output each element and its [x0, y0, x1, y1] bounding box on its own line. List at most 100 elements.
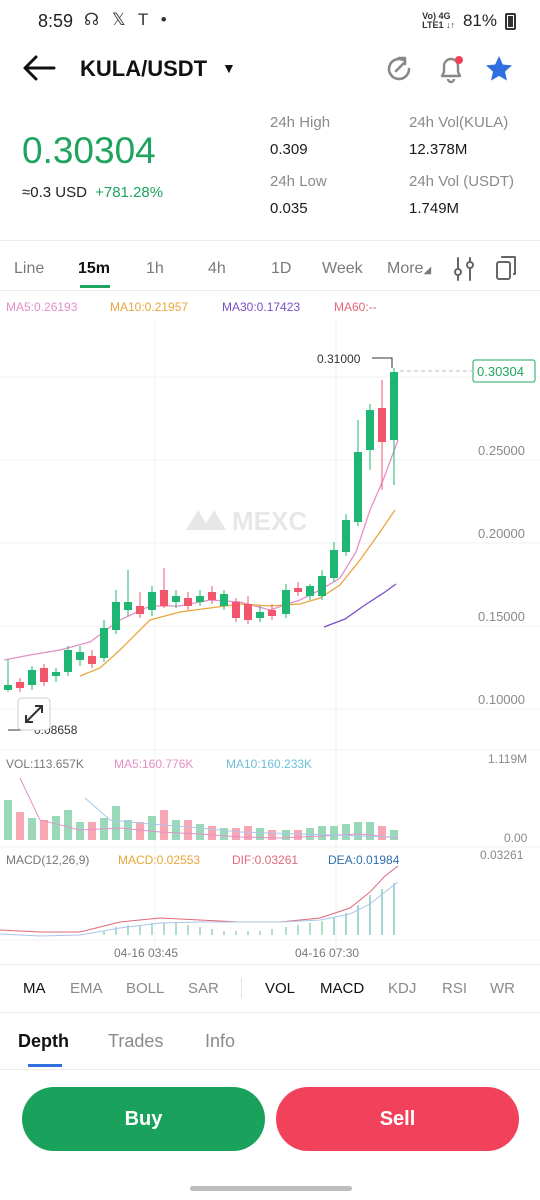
candle-body [88, 656, 96, 664]
candle-body [390, 372, 398, 440]
indicator-settings-icon[interactable] [452, 256, 476, 282]
tab-depth[interactable]: Depth [18, 1031, 69, 1051]
tab-week[interactable]: Week [322, 260, 363, 277]
volume-bar [294, 830, 302, 840]
macd-bar [297, 925, 299, 935]
dif-legend: DIF:0.03261 [232, 853, 298, 867]
buy-button[interactable]: Buy [22, 1087, 265, 1151]
candle-body [28, 670, 36, 685]
tab-1h[interactable]: 1h [146, 260, 164, 277]
refresh-icon[interactable] [384, 54, 414, 84]
divider [0, 290, 540, 291]
vol-axis-bottom: 0.00 [504, 831, 528, 845]
volume-bar [28, 818, 36, 840]
indicator-vol[interactable]: VOL [265, 980, 296, 997]
volume-bar [88, 822, 96, 840]
macd-bar [139, 925, 141, 935]
volume-bar [40, 820, 48, 840]
tab-info[interactable]: Info [205, 1031, 236, 1051]
indicator-boll[interactable]: BOLL [126, 980, 165, 997]
header: KULA/USDT ▼ [0, 44, 540, 94]
macd-legend: MACD(12,26,9) [6, 853, 89, 867]
candlestick-chart[interactable]: MEXC 0.25000 0.20000 0.15000 0.10000 0.3… [0, 320, 540, 960]
volume-bar [4, 800, 12, 840]
indicator-kdj[interactable]: KDJ [388, 980, 417, 997]
macd-bar [127, 925, 129, 935]
macd-bar [345, 913, 347, 935]
tab-line[interactable]: Line [14, 260, 45, 277]
volume-bar [184, 820, 192, 840]
back-arrow-icon[interactable] [22, 54, 56, 82]
macd-bar [259, 931, 261, 935]
volume-bar [378, 826, 386, 840]
indicator-rsi[interactable]: RSI [442, 980, 468, 997]
macd-bar [393, 883, 395, 935]
vol-ma10-line [84, 797, 399, 838]
volume-bar [124, 820, 132, 840]
bell-icon[interactable] [436, 54, 466, 84]
tab-1d[interactable]: 1D [271, 260, 292, 277]
ma5-legend: MA5:0.26193 [6, 300, 78, 314]
candle-body [244, 604, 252, 620]
candle-body [112, 602, 120, 630]
macd-bar [163, 923, 165, 935]
dea-line [0, 881, 399, 937]
candle-body [100, 628, 108, 658]
indicator-ema[interactable]: EMA [70, 980, 103, 997]
indicator-sar[interactable]: SAR [188, 980, 219, 997]
candle-body [354, 452, 362, 522]
star-icon[interactable] [484, 54, 514, 84]
time-label: 04-16 07:30 [295, 946, 359, 960]
macd-bar [369, 895, 371, 935]
copy-layout-icon[interactable] [494, 254, 518, 282]
macd-bar [309, 923, 311, 935]
macd-bar [175, 923, 177, 935]
candles-group [4, 368, 398, 692]
home-indicator[interactable] [190, 1186, 352, 1191]
candle-body [342, 520, 350, 552]
tab-15m[interactable]: 15m [78, 260, 111, 277]
sell-button[interactable]: Sell [276, 1087, 519, 1151]
tab-4h[interactable]: 4h [208, 260, 226, 277]
candle-body [282, 590, 290, 614]
status-right: Vo) 4G LTE1 ↓↑ 81% [422, 11, 516, 31]
vol-axis-top: 1.119M [488, 752, 527, 766]
macd-bar [115, 927, 117, 935]
candle-body [124, 602, 132, 610]
dea-legend: DEA:0.01984 [328, 853, 400, 867]
indicator-macd[interactable]: MACD [320, 980, 365, 997]
expand-icon[interactable] [17, 697, 51, 731]
tab-trades[interactable]: Trades [108, 1031, 164, 1051]
macd-axis-top: 0.03261 [480, 848, 524, 862]
candle-body [4, 685, 12, 690]
last-price-tag-text: 0.30304 [477, 364, 524, 379]
vol-ma10-legend: MA10:160.233K [226, 757, 312, 771]
volume-bar [366, 822, 374, 840]
vol-usdt-value: 1.749M [409, 200, 460, 217]
candle-body [160, 590, 168, 606]
candle-body [318, 576, 326, 596]
indicator-ma[interactable]: MA [23, 980, 46, 997]
indicator-wr[interactable]: WR [490, 980, 515, 997]
pair-dropdown-icon[interactable]: ▼ [222, 60, 236, 76]
macd-bar [223, 931, 225, 935]
price-axis-label: 0.10000 [478, 692, 525, 707]
vol-legend: VOL:113.657K [6, 757, 84, 771]
candle-body [76, 652, 84, 660]
volume-bar [136, 822, 144, 840]
high-marker-line [372, 357, 393, 368]
volume-bar [256, 828, 264, 840]
low-value: 0.035 [270, 200, 308, 217]
notification-icons: ☊ 𝕏 T • [84, 10, 171, 29]
pair-title[interactable]: KULA/USDT [80, 56, 208, 81]
last-price: 0.30304 [22, 130, 156, 171]
candle-body [330, 550, 338, 578]
volume-bar [232, 828, 240, 840]
tab-more[interactable]: More◢ [387, 260, 431, 278]
vol-usdt-label: 24h Vol (USDT) [409, 173, 515, 190]
macd-histogram [103, 883, 395, 935]
high-value: 0.309 [270, 141, 308, 158]
ma30-line [323, 583, 397, 628]
candle-body [366, 410, 374, 450]
volume-bar [268, 830, 276, 840]
